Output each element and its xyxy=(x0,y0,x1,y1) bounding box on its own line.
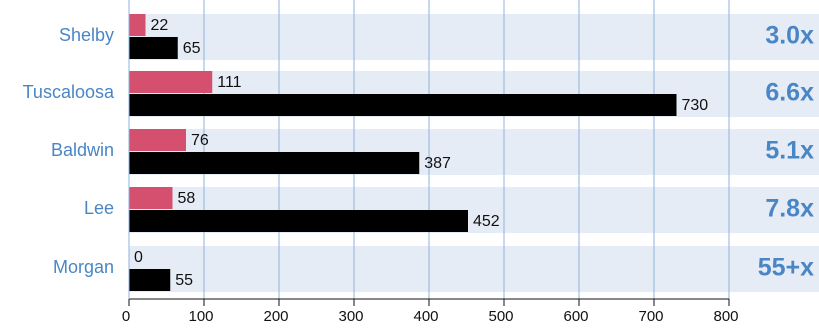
ratio-label-shelby: 3.0x xyxy=(765,22,814,50)
bar-tuscaloosa-series-1 xyxy=(129,71,213,93)
x-tick-label-700: 700 xyxy=(638,308,663,325)
bar-shelby-series-2 xyxy=(129,37,178,59)
bar-shelby-series-1 xyxy=(129,14,146,36)
bar-tuscaloosa-series-2 xyxy=(129,94,677,116)
bar-morgan-series-2 xyxy=(129,269,171,291)
value-label-lee-series-1: 58 xyxy=(178,190,196,207)
x-tick-label-600: 600 xyxy=(563,308,588,325)
x-tick-label-0: 0 xyxy=(122,308,130,325)
bars xyxy=(129,14,677,291)
value-label-morgan-series-1: 0 xyxy=(134,249,143,266)
x-tick-label-200: 200 xyxy=(263,308,288,325)
x-tick-label-300: 300 xyxy=(338,308,363,325)
bar-lee-series-2 xyxy=(129,210,468,232)
value-label-baldwin-series-1: 76 xyxy=(191,132,209,149)
value-label-baldwin-series-2: 387 xyxy=(424,155,451,172)
value-label-tuscaloosa-series-1: 111 xyxy=(217,74,241,91)
x-tick-label-100: 100 xyxy=(188,308,213,325)
category-label-shelby: Shelby xyxy=(59,25,114,45)
value-label-shelby-series-1: 22 xyxy=(151,17,169,34)
ratio-labels: 3.0x 6.6x 5.1x 7.8x 55+x xyxy=(758,22,814,282)
category-label-lee: Lee xyxy=(84,198,114,218)
category-label-tuscaloosa: Tuscaloosa xyxy=(23,82,115,102)
value-label-morgan-series-2: 55 xyxy=(175,272,193,289)
ratio-label-tuscaloosa: 6.6x xyxy=(765,79,814,107)
category-label-morgan: Morgan xyxy=(53,257,114,277)
row-band-morgan xyxy=(129,246,819,292)
bar-baldwin-series-1 xyxy=(129,129,186,151)
ratio-label-lee: 7.8x xyxy=(765,195,814,223)
row-band-shelby xyxy=(129,14,819,60)
category-labels: Shelby Tuscaloosa Baldwin Lee Morgan xyxy=(23,25,115,277)
category-label-baldwin: Baldwin xyxy=(51,140,114,160)
x-tick-label-400: 400 xyxy=(413,308,438,325)
ratio-label-morgan: 55+x xyxy=(758,254,814,282)
bar-lee-series-1 xyxy=(129,187,173,209)
value-label-shelby-series-2: 65 xyxy=(183,40,201,57)
gridlines xyxy=(203,0,730,299)
bar-baldwin-series-2 xyxy=(129,152,420,174)
value-label-tuscaloosa-series-2: 730 xyxy=(682,97,709,114)
x-tick-label-500: 500 xyxy=(488,308,513,325)
x-axis: 0 100 200 300 400 500 600 700 800 xyxy=(122,0,739,325)
ratio-label-baldwin: 5.1x xyxy=(765,137,814,165)
x-tick-label-800: 800 xyxy=(713,308,738,325)
value-labels: 22 65 111 730 76 387 58 452 0 55 xyxy=(134,17,708,289)
value-label-lee-series-2: 452 xyxy=(473,213,500,230)
